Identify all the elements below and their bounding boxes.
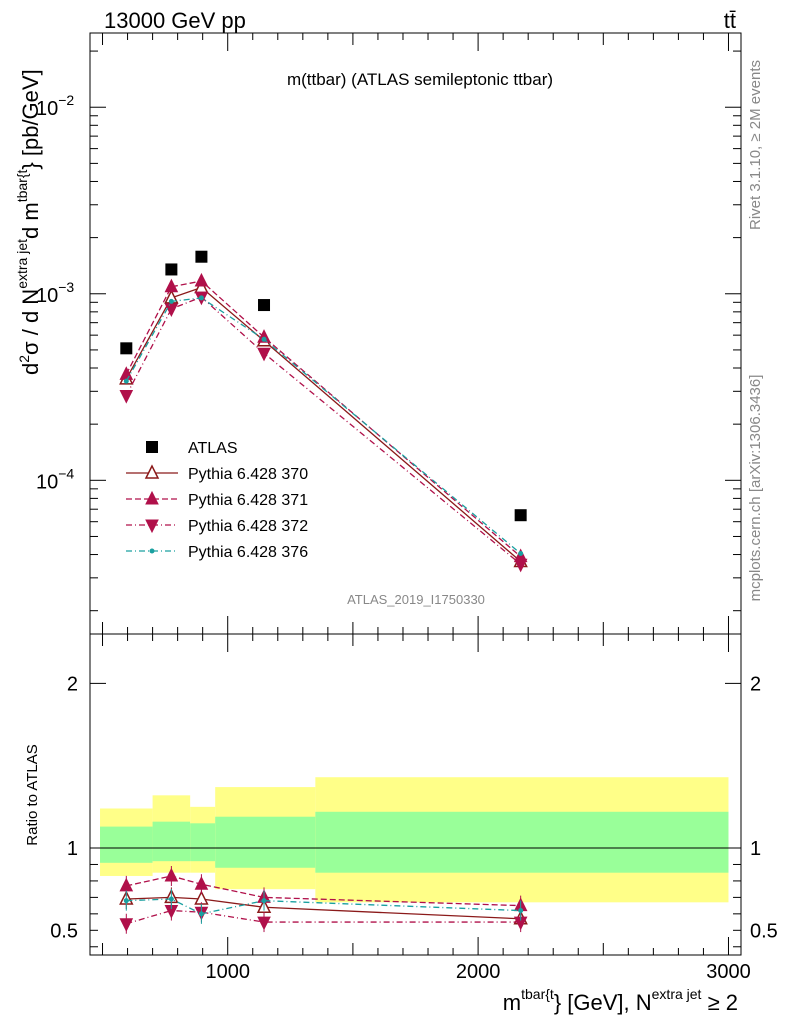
x-axis-ticks: 1000 2000 3000 — [102, 33, 751, 983]
x-axis-label: mtbar{t} [GeV], Nextra jet ≥ 2 — [503, 986, 738, 1015]
data-point — [198, 295, 204, 301]
data-point — [164, 278, 179, 293]
data-point — [119, 366, 134, 380]
x-tick-label: 3000 — [706, 961, 751, 983]
rivet-version-label: Rivet 3.1.10, ≥ 2M events — [747, 60, 764, 230]
data-point — [195, 250, 208, 263]
tick-mantissa: 10 — [36, 471, 58, 493]
ratio-y-tick-label-left: 1 — [67, 838, 78, 860]
legend-label: Pythia 6.428 370 — [188, 466, 308, 483]
data-point — [261, 336, 267, 342]
uncertainty-band-green — [215, 816, 316, 868]
ratio-y-tick-label-right: 1 — [750, 838, 761, 860]
process-label: tt̄ — [724, 8, 736, 33]
ylabel-d2: d — [18, 363, 43, 375]
top-y-axis-label: d2σ / d Nextra jetd mtbar{t} [pb/GeV] — [14, 69, 43, 375]
top-y-tick-label: 10−2 — [36, 92, 74, 120]
ratio-y-tick-label-left: 0.5 — [50, 920, 78, 942]
top-panel-series — [119, 250, 528, 573]
ratio-point — [123, 898, 129, 904]
legend-label: Pythia 6.428 371 — [188, 492, 308, 509]
ratio-uncertainty-bands — [100, 777, 729, 903]
tick-exponent: −3 — [58, 279, 74, 295]
data-point — [120, 342, 133, 355]
data-point — [257, 329, 271, 343]
ratio-point — [257, 916, 271, 931]
legend-marker — [145, 519, 159, 534]
tick-mantissa: 10 — [36, 98, 58, 120]
ylabel-sup-tbar: tbar{t — [14, 169, 30, 202]
legend: ATLAS Pythia 6.428 370 Pythia 6.428 371 Pyt… — [126, 440, 308, 561]
ratio-point — [194, 876, 209, 890]
top-y-tick-label: 10−3 — [36, 279, 74, 307]
xlabel-m: m — [503, 990, 521, 1015]
ylabel-sup-extra-jet: extra jet — [14, 239, 30, 289]
ratio-y-tick-label-right: 2 — [750, 673, 761, 695]
ylabel-sup2: 2 — [16, 355, 32, 363]
energy-label: 13000 GeV pp — [104, 8, 246, 33]
ratio-point — [198, 911, 204, 917]
ylabel-dm: d m — [18, 202, 43, 239]
top-panel-ticks: 10−410−310−2 — [36, 50, 741, 612]
data-point — [514, 509, 527, 522]
ratio-point — [261, 898, 267, 904]
ratio-point — [518, 908, 524, 914]
analysis-tag: ATLAS_2019_I1750330 — [347, 592, 485, 607]
legend-marker — [149, 548, 155, 554]
ylabel-sigma: σ / d N — [18, 289, 43, 355]
legend-label: Pythia 6.428 376 — [188, 544, 308, 561]
data-point — [513, 558, 528, 573]
ratio-y-tick-label-right: 0.5 — [750, 920, 778, 942]
ratio-panel-frame — [89, 633, 742, 956]
ratio-series-line — [126, 909, 521, 925]
data-point — [119, 389, 134, 404]
legend-marker — [146, 441, 158, 453]
data-point — [123, 378, 129, 384]
top-y-tick-label: 10−4 — [36, 465, 74, 493]
x-tick-label: 1000 — [205, 961, 250, 983]
chart-title: m(ttbar) (ATLAS semileptonic ttbar) — [287, 70, 553, 89]
uncertainty-band-green — [190, 823, 216, 862]
mcplots-source-label: mcplots.cern.ch [arXiv:1306.3436] — [747, 375, 764, 602]
uncertainty-band-green — [152, 821, 191, 862]
xlabel-sup-extra-jet: extra jet — [652, 986, 702, 1002]
data-point — [257, 347, 271, 362]
data-point — [168, 298, 174, 304]
xlabel-sup-tbar: tbar{t — [521, 986, 554, 1002]
tick-exponent: −4 — [58, 465, 74, 481]
ratio-y-tick-label-left: 2 — [67, 673, 78, 695]
tick-mantissa: 10 — [36, 285, 58, 307]
tick-exponent: −2 — [58, 92, 74, 108]
ratio-panel: 0.5 0.5 1 1 2 2 Ratio to ATLAS — [24, 633, 778, 956]
ratio-point — [168, 896, 174, 902]
ratio-point — [164, 867, 179, 882]
top-panel: 10−410−310−2 m(ttbar) (ATLAS semileptoni… — [14, 32, 742, 635]
xlabel-tail: ≥ 2 — [701, 990, 738, 1015]
ratio-panel-series — [119, 865, 528, 934]
legend-marker — [145, 490, 159, 505]
ratio-panel-ticks: 0.5 0.5 1 1 2 2 — [50, 673, 778, 948]
ratio-point — [119, 918, 134, 932]
series-line — [125, 296, 522, 565]
legend-marker — [144, 464, 160, 479]
xlabel-mid: } [GeV], N — [554, 990, 652, 1015]
legend-label: Pythia 6.428 372 — [188, 518, 308, 535]
series-line — [125, 286, 522, 563]
ratio-y-axis-label: Ratio to ATLAS — [24, 744, 41, 845]
data-point — [165, 263, 178, 276]
legend-label: ATLAS — [188, 440, 238, 457]
data-point — [518, 551, 524, 557]
x-tick-label: 2000 — [456, 961, 501, 983]
data-point — [258, 299, 271, 312]
data-point — [194, 272, 209, 287]
ylabel-units: } [pb/GeV] — [18, 69, 43, 169]
uncertainty-band-green — [100, 826, 153, 863]
uncertainty-band-green — [315, 811, 729, 873]
